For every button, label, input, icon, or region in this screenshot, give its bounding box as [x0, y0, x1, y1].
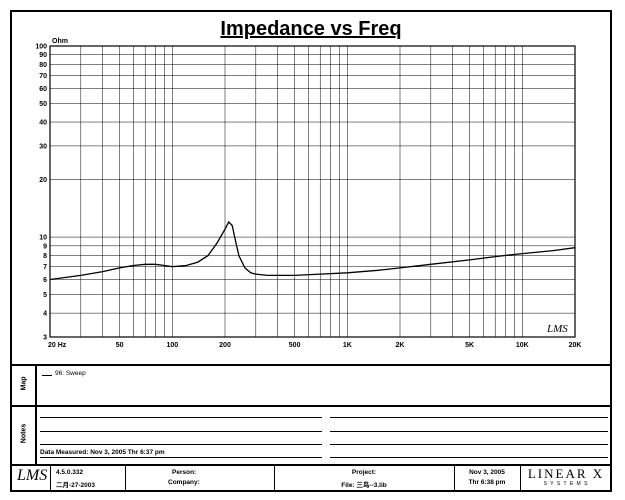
x-tick-label: 20K [569, 342, 582, 349]
linearx-logo: LINEAR X [527, 466, 605, 481]
map-label: Map [20, 376, 28, 391]
y-tick-label: 10 [39, 235, 47, 242]
report-frame: Impedance vs Freq 100 90 80 70 60 50 40 30 20 10 9… [10, 10, 612, 492]
note-line [330, 444, 608, 445]
lms-plot-logo: LMS [546, 323, 568, 335]
plot-bottom-divider [12, 364, 610, 366]
x-tick-label: 100 [166, 342, 178, 349]
y-tick-label: 8 [43, 253, 47, 260]
note-line [40, 457, 322, 458]
x-tick-label: 500 [289, 342, 301, 349]
footer-divider [274, 464, 275, 492]
x-tick-label: 2K [396, 342, 405, 349]
y-tick-label: 6 [43, 277, 47, 284]
legend-entry: 96: Sweep [55, 370, 86, 377]
section-label-divider [35, 364, 37, 464]
person-label: Person: [172, 469, 197, 476]
legend-line-swatch [42, 375, 52, 376]
note-line [330, 431, 608, 432]
measured-date: Data Measured: Nov 3, 2005 Thr 6:37 pm [40, 449, 165, 456]
report-time: Thr 6:38 pm [468, 479, 506, 486]
y-tick-label: 5 [43, 292, 47, 299]
y-tick-label: 40 [39, 120, 47, 127]
software-version: 4.5.0.332 [56, 469, 84, 476]
x-tick-label: 50 [116, 342, 124, 349]
x-tick-label: 200 [219, 342, 231, 349]
note-line [40, 431, 322, 432]
x-tick-label: 1K [343, 342, 352, 349]
y-tick-label: 3 [43, 335, 47, 342]
y-tick-label: 30 [39, 143, 47, 150]
build-date: 二月-27-2003 [56, 482, 96, 489]
y-tick-label: 4 [43, 311, 47, 318]
y-axis-label: Ohm [52, 38, 68, 45]
report-date: Nov 3, 2005 [469, 469, 505, 476]
note-line [40, 417, 322, 418]
plot-border [49, 45, 576, 338]
project-label: Project: [351, 469, 377, 476]
file-label: File: 三鸟--3.lib [341, 482, 387, 489]
lms-footer-logo: LMS [17, 467, 48, 484]
footer-divider [50, 464, 51, 492]
footer-divider [125, 464, 126, 492]
chart-title: Impedance vs Freq [220, 18, 402, 40]
y-tick-label: 20 [39, 177, 47, 184]
y-tick-label: 9 [43, 243, 47, 250]
linearx-subtitle: S Y S T E M S [543, 481, 589, 487]
y-tick-label: 100 [35, 44, 47, 51]
x-tick-label: 10K [516, 342, 529, 349]
y-tick-label: 50 [39, 101, 47, 108]
x-tick-label: 20 Hz [48, 342, 67, 349]
map-bottom-divider [12, 405, 610, 407]
footer-divider [454, 464, 455, 492]
y-tick-label: 70 [39, 73, 47, 80]
note-line [40, 444, 322, 445]
company-label: Company: [168, 479, 200, 486]
footer-divider [520, 464, 521, 492]
x-tick-label: 5K [465, 342, 474, 349]
y-tick-label: 80 [39, 62, 47, 69]
note-line [330, 417, 608, 418]
note-line [330, 457, 608, 458]
impedance-curve [49, 220, 576, 281]
notes-label: Notes [20, 423, 28, 444]
y-tick-label: 7 [43, 264, 47, 271]
notes-bottom-divider [12, 464, 610, 466]
y-tick-label: 60 [39, 86, 47, 93]
y-tick-label: 90 [39, 52, 47, 59]
